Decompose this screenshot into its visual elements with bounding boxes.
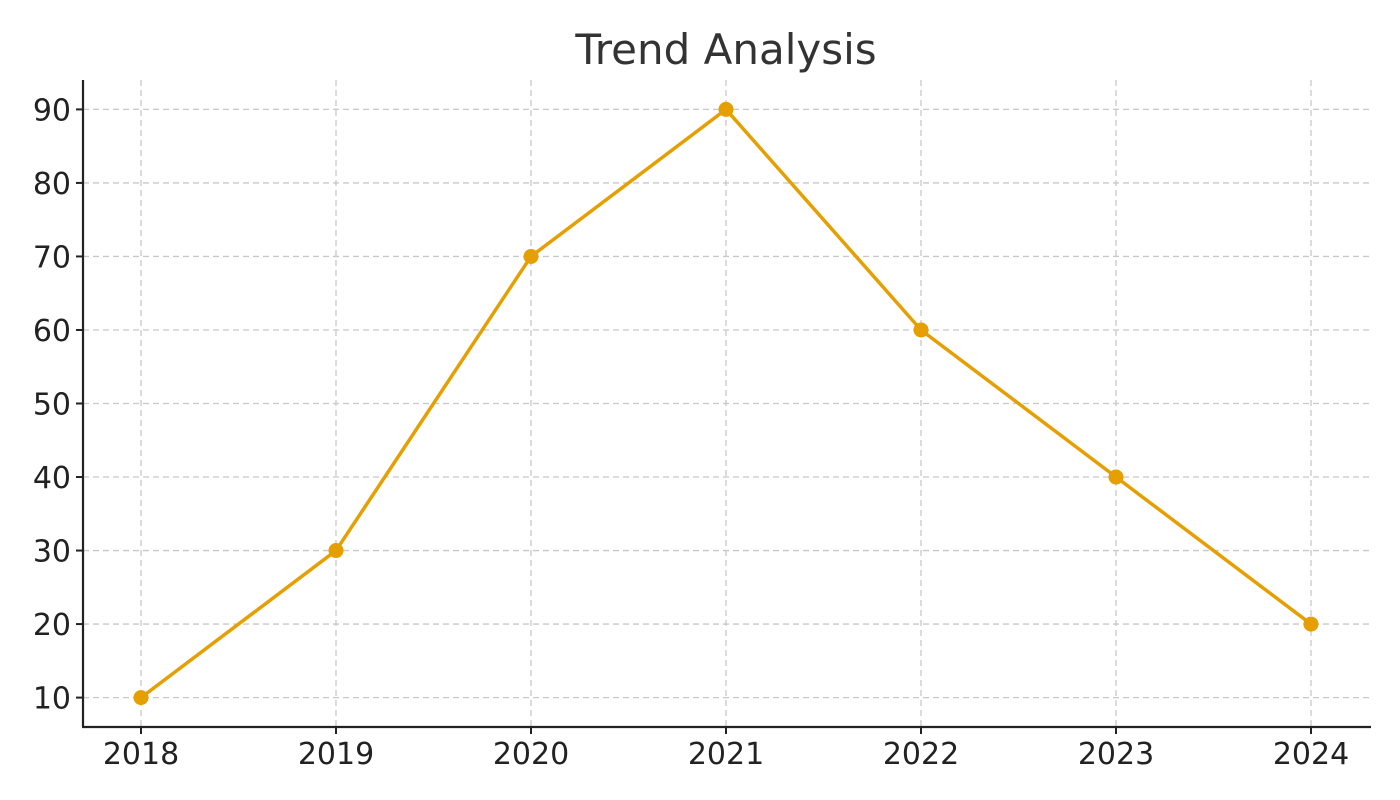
x-tick-label: 2018 [103,737,179,772]
data-point-marker [913,322,929,338]
y-tick-label: 20 [33,608,71,643]
data-point-marker [1303,616,1319,632]
y-tick-label: 70 [33,240,71,275]
y-tick-label: 30 [33,535,71,570]
y-axis-ticks: 10 20 30 40 50 60 70 80 90 [33,93,83,717]
data-point-marker [133,690,149,706]
x-axis-ticks: 2018 2019 2020 2021 2022 2023 2024 [103,727,1349,772]
data-point-marker [718,101,734,117]
y-tick-label: 90 [33,93,71,128]
y-tick-label: 60 [33,314,71,349]
y-tick-label: 10 [33,682,71,717]
x-tick-label: 2022 [883,737,959,772]
x-tick-label: 2019 [298,737,374,772]
chart-title: Trend Analysis [574,25,876,74]
data-point-marker [328,543,344,559]
y-tick-label: 50 [33,388,71,423]
data-point-marker [523,248,539,264]
x-tick-label: 2024 [1273,737,1349,772]
grid-lines [83,80,1371,727]
x-tick-label: 2023 [1078,737,1154,772]
x-tick-label: 2021 [688,737,764,772]
x-tick-label: 2020 [493,737,569,772]
data-point-marker [1108,469,1124,485]
series-group [133,101,1319,706]
y-tick-label: 40 [33,461,71,496]
y-tick-label: 80 [33,167,71,202]
